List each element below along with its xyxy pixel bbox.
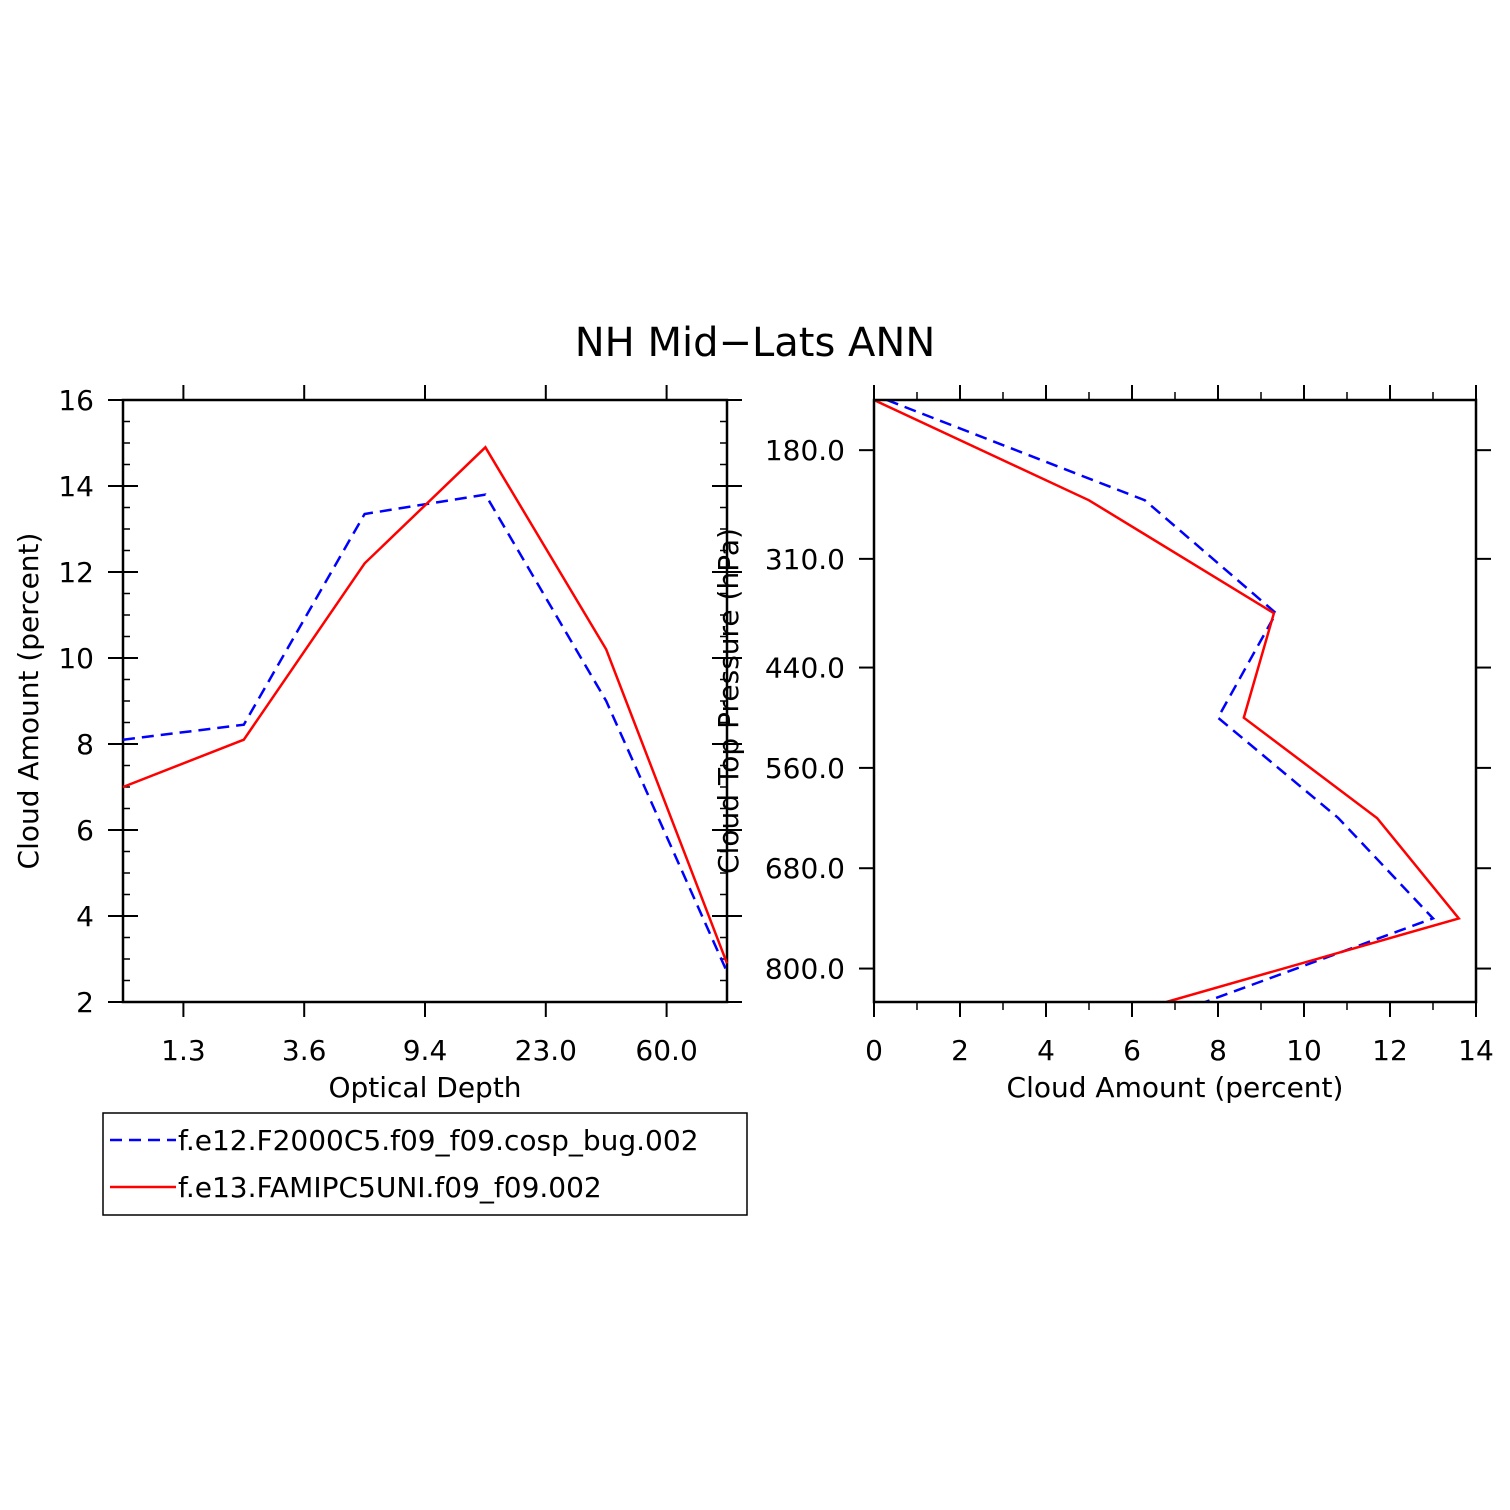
left-ticks: 2 4 6 8 10 12 14 16 1.3 3.6 9.4 23.0 60.0 [58,384,742,1067]
left-x-tick-label: 9.4 [403,1034,448,1067]
left-x-tick-label: 23.0 [515,1034,577,1067]
left-y-tick-label: 4 [76,900,94,933]
right-y-axis-label: Cloud Top Pressure (hPa) [712,528,745,874]
right-x-tick-label: 10 [1286,1034,1322,1067]
right-plot-panel: 0 2 4 6 8 10 12 14 180.0 310.0 440.0 560.0 680.0 800.… [712,385,1494,1104]
right-x-tick-label: 14 [1458,1034,1494,1067]
left-x-tick-label: 3.6 [282,1034,327,1067]
legend: f.e12.F2000C5.f09_f09.cosp_bug.002 f.e13… [102,1112,748,1216]
left-x-axis-label: Optical Depth [328,1071,521,1104]
right-x-tick-label: 2 [951,1034,969,1067]
chart-title: NH Mid−Lats ANN [575,320,936,366]
left-y-tick-label: 14 [58,470,94,503]
right-y-tick-label: 680.0 [765,852,845,885]
right-x-tick-label: 12 [1372,1034,1408,1067]
right-y-tick-label: 180.0 [765,434,845,467]
right-y-tick-label: 560.0 [765,752,845,785]
left-x-tick-label: 60.0 [635,1034,697,1067]
right-x-axis-label: Cloud Amount (percent) [1007,1071,1344,1104]
right-x-tick-label: 4 [1037,1034,1055,1067]
right-x-tick-label: 0 [865,1034,883,1067]
right-ticks: 0 2 4 6 8 10 12 14 180.0 310.0 440.0 560.0 680.0 800.… [765,385,1494,1067]
legend-label-series-a: f.e12.F2000C5.f09_f09.cosp_bug.002 [178,1124,699,1157]
left-y-tick-label: 16 [58,384,94,417]
left-y-tick-label: 8 [76,728,94,761]
right-y-tick-label: 440.0 [765,652,845,685]
right-x-tick-label: 6 [1123,1034,1141,1067]
legend-label-series-b: f.e13.FAMIPC5UNI.f09_f09.002 [178,1171,602,1204]
legend-box [102,1112,748,1216]
right-x-tick-label: 8 [1209,1034,1227,1067]
left-series-line-b [122,445,729,964]
left-plot-panel: 2 4 6 8 10 12 14 16 1.3 3.6 9.4 23.0 60.0 Optical De… [12,384,742,1104]
left-series [122,445,729,973]
right-y-tick-label: 800.0 [765,953,845,986]
left-y-tick-label: 10 [58,642,94,675]
left-y-tick-label: 2 [76,986,94,1019]
right-y-tick-label: 310.0 [765,543,845,576]
left-y-tick-label: 6 [76,814,94,847]
left-y-tick-label: 12 [58,556,94,589]
left-x-tick-label: 1.3 [161,1034,206,1067]
left-y-axis-label: Cloud Amount (percent) [12,533,45,870]
